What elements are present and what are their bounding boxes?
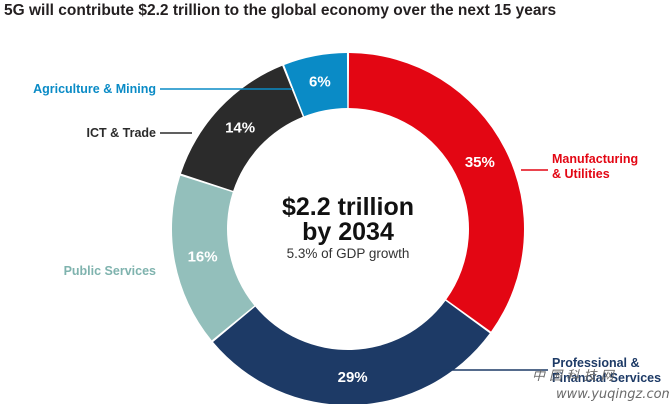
category-label-2: Public Services (64, 264, 156, 278)
category-labels: Manufacturing & Utilities Professional & Fi… (33, 82, 661, 385)
slice-3 (180, 65, 303, 191)
donut-slices (172, 53, 524, 404)
category-label-4: Agriculture & Mining (33, 82, 156, 96)
slice-value-labels: 35% 29% 16% 14% 6% (188, 74, 495, 386)
slice-4 (284, 53, 348, 117)
category-label-1: Professional & Financial Services (552, 356, 661, 385)
category-label-line: Professional & (552, 356, 640, 370)
label-connectors (160, 88, 548, 371)
category-label-0: Manufacturing & Utilities (552, 152, 638, 181)
slice-value-label-4: 6% (309, 74, 331, 91)
center-total-line1: $2.2 trillion (282, 193, 414, 221)
category-label-line: Public Services (64, 264, 156, 278)
slice-value-label-1: 29% (338, 369, 368, 386)
category-label-3: ICT & Trade (87, 126, 157, 140)
slice-value-label-0: 35% (465, 154, 495, 171)
watermark-chinese: 中 国 科 技 网 (532, 369, 616, 384)
slice-value-label-3: 14% (225, 120, 255, 137)
category-label-line: Financial Services (552, 371, 661, 385)
center-total-line2: by 2034 (302, 218, 394, 246)
slice-value-label-2: 16% (188, 249, 218, 266)
slice-1 (213, 300, 490, 404)
chart-title: 5G will contribute $2.2 trillion to the … (4, 2, 557, 19)
category-label-line: & Utilities (552, 167, 610, 181)
slice-0 (348, 53, 524, 332)
watermark-url: www.yuqingz.com (556, 387, 669, 402)
category-label-line: Agriculture & Mining (33, 82, 156, 96)
category-label-line: ICT & Trade (87, 126, 157, 140)
center-growth-text: 5.3% of GDP growth (287, 246, 410, 261)
category-label-line: Manufacturing (552, 152, 638, 166)
slice-2 (172, 175, 255, 341)
